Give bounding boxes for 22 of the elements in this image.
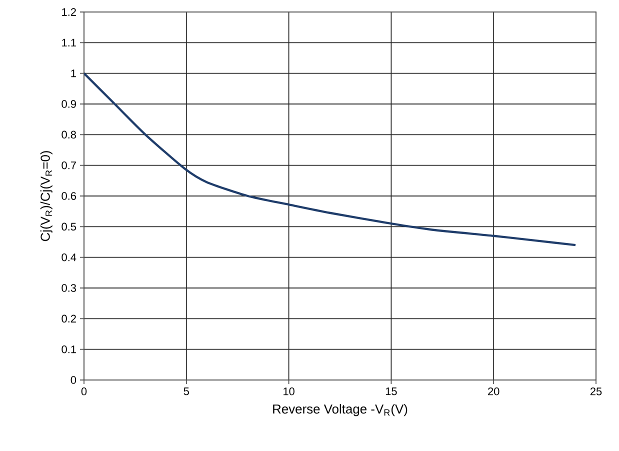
line-series	[84, 72, 577, 246]
y-tick-label: 0.5	[62, 222, 76, 231]
y-axis-title: Cj(V$_{R}$)/Cj(V$_{R}$=0)	[40, 151, 52, 242]
x-tick-label: 25	[590, 388, 602, 396]
x-tick-label: 15	[386, 388, 397, 396]
y-tick-label: 0	[70, 376, 76, 384]
y-tick-label: 0.4	[62, 253, 76, 262]
y-tick-label: 0.3	[62, 284, 76, 292]
y-tick-label: 0.1	[62, 345, 76, 354]
x-axis-title: Reverse Voltage -V$_{R}$(V)	[273, 404, 408, 416]
y-tick-label: 0.8	[62, 130, 76, 139]
y-tick-label: 1.2	[62, 8, 76, 16]
y-tick-label: 1.1	[62, 38, 76, 46]
x-tick-label: 20	[488, 388, 500, 396]
y-tick-label: 0.6	[62, 192, 76, 200]
y-tick-label: 0.7	[62, 161, 76, 170]
y-tick-label: 0.2	[62, 314, 76, 323]
y-tick-label: 1	[71, 70, 76, 78]
y-tick-label: 0.9	[62, 100, 76, 108]
x-tick-label: 5	[184, 388, 189, 396]
x-tick-label: 0	[81, 388, 87, 396]
x-tick-label: 10	[284, 388, 294, 396]
